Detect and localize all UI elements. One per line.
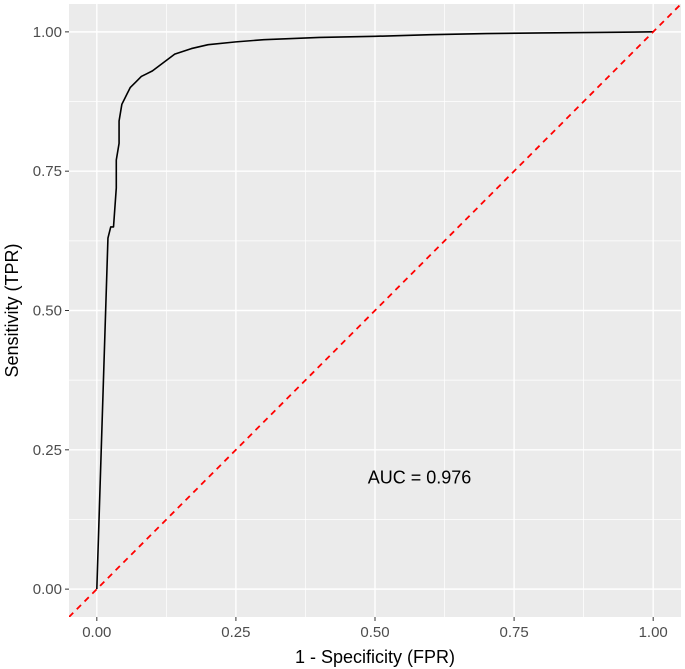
- y-tick-label: 0.75: [33, 163, 62, 180]
- y-tick-label: 0.25: [33, 442, 62, 459]
- x-tick-label: 0.25: [221, 624, 250, 641]
- roc-curve-line: [96, 31, 654, 590]
- x-tick-label: 0.50: [360, 624, 389, 641]
- x-axis-title: 1 - Specificity (FPR): [295, 647, 455, 667]
- y-tick-label: 0.50: [33, 303, 62, 320]
- reference-diagonal-line: [69, 4, 681, 617]
- x-tick-label: 0.75: [499, 624, 528, 641]
- y-tick-label: 1.00: [33, 24, 62, 41]
- y-axis-title: Sensitivity (TPR): [2, 243, 22, 377]
- auc-annotation: AUC = 0.976: [368, 468, 472, 488]
- x-tick-label: 0.00: [82, 624, 111, 641]
- y-tick-label: 0.00: [33, 581, 62, 598]
- x-tick-label: 1.00: [639, 624, 668, 641]
